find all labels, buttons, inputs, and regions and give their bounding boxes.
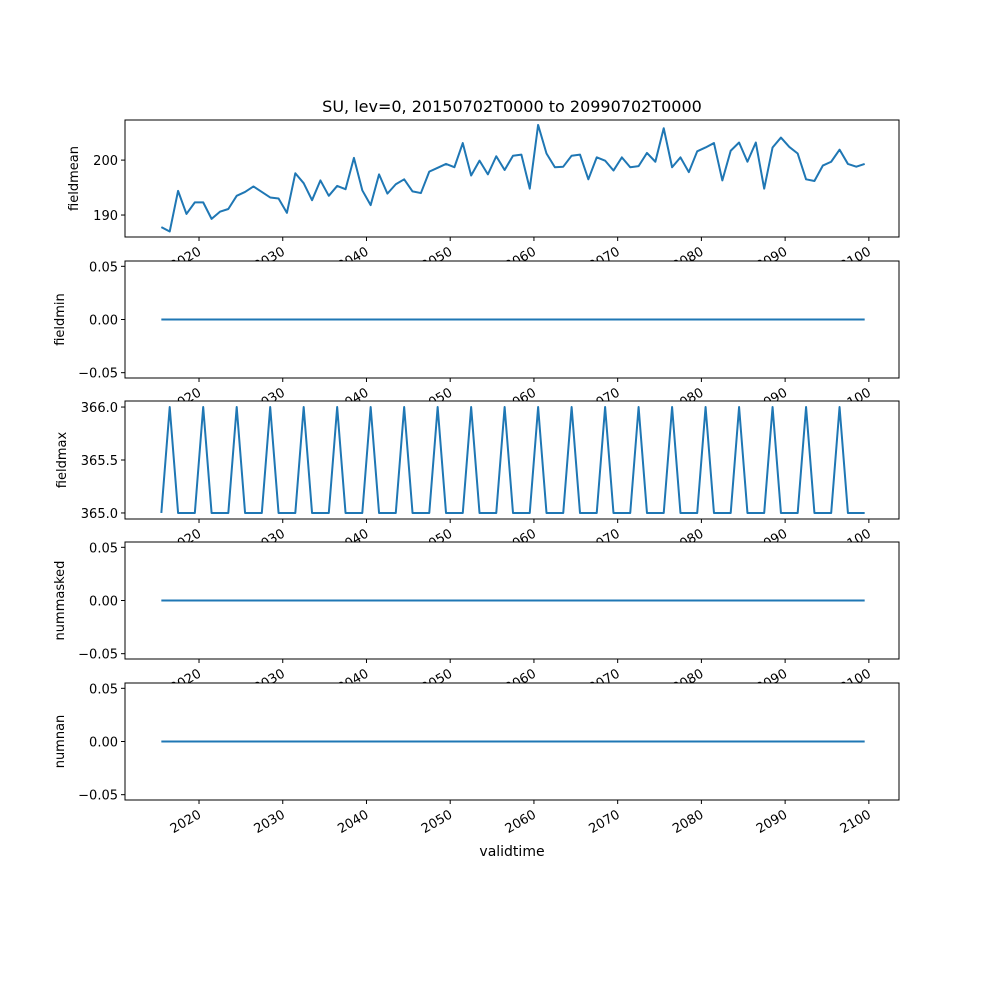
- x-tick-label: 2030: [252, 807, 288, 837]
- y-tick-label: 0.00: [89, 314, 118, 329]
- x-tick-label: 2020: [168, 807, 204, 837]
- x-tick-label: 2040: [335, 807, 371, 837]
- panel-numnan: −0.05 0.00 0.05 numnan 2020 2030 2040 2050 2060 2…: [53, 682, 900, 837]
- y-tick-label: 365.0: [81, 507, 118, 522]
- y-tick-label: −0.05: [78, 648, 118, 663]
- series-line-fieldmax: [160, 406, 865, 514]
- y-tick-label: 0.00: [89, 595, 118, 610]
- y-tick-label: 0.05: [89, 682, 118, 697]
- y-tick-label: 200: [93, 154, 118, 169]
- x-tick-label: 2050: [419, 807, 455, 837]
- axes-frame: [124, 119, 900, 238]
- y-tick-label: 0.05: [89, 260, 118, 275]
- y-axis-label: numnan: [53, 715, 68, 769]
- y-tick-label: 366.0: [81, 401, 118, 416]
- chart-title: SU, lev=0, 20150702T0000 to 20990702T000…: [322, 97, 702, 116]
- plot-area: [125, 120, 899, 237]
- y-tick-label: 190: [93, 209, 118, 224]
- x-tick-label: 2100: [838, 807, 874, 837]
- y-tick-label: 365.5: [81, 454, 118, 469]
- x-tick-label: 2070: [587, 807, 623, 837]
- y-tick-label: 0.05: [89, 541, 118, 556]
- series-line-fieldmean: [160, 123, 865, 233]
- y-axis-label: fieldmin: [53, 293, 68, 346]
- y-tick-label: 0.00: [89, 736, 118, 751]
- y-axis-label: fieldmean: [67, 146, 82, 211]
- x-tick-label: 2090: [754, 807, 790, 837]
- x-tick-label: 2060: [503, 807, 539, 837]
- x-axis-label: validtime: [479, 844, 544, 860]
- y-tick-label: −0.05: [78, 367, 118, 382]
- y-tick-label: −0.05: [78, 789, 118, 804]
- y-axis-label: nummasked: [53, 561, 68, 641]
- x-tick-label: 2080: [670, 807, 706, 837]
- y-axis-label: fieldmax: [55, 432, 70, 489]
